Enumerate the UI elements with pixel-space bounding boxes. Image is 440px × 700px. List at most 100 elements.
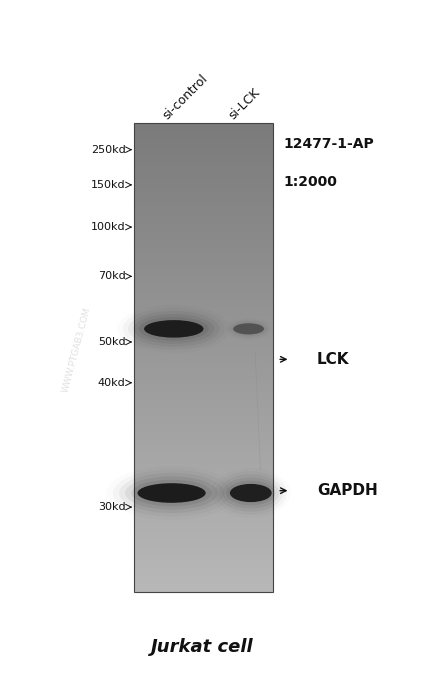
- Bar: [134, 406, 273, 409]
- Text: LCK: LCK: [317, 352, 349, 367]
- Bar: [134, 463, 273, 465]
- Bar: [134, 449, 273, 451]
- Bar: [134, 214, 273, 216]
- Bar: [134, 547, 273, 550]
- Bar: [134, 550, 273, 552]
- Ellipse shape: [233, 323, 264, 335]
- Bar: [134, 444, 273, 446]
- Bar: [134, 209, 273, 211]
- Bar: [134, 413, 273, 416]
- Bar: [134, 284, 273, 287]
- Text: 40kd: 40kd: [98, 378, 125, 388]
- Bar: [134, 521, 273, 524]
- Bar: [134, 364, 273, 366]
- Bar: [134, 232, 273, 235]
- Bar: [134, 348, 273, 350]
- Bar: [134, 542, 273, 545]
- Bar: [134, 369, 273, 371]
- Bar: [134, 573, 273, 575]
- Bar: [134, 261, 273, 263]
- Bar: [134, 303, 273, 305]
- Bar: [134, 545, 273, 547]
- Bar: [134, 561, 273, 564]
- Bar: [134, 148, 273, 150]
- Bar: [134, 249, 273, 251]
- Bar: [134, 456, 273, 458]
- Bar: [134, 566, 273, 568]
- Bar: [134, 528, 273, 531]
- Bar: [134, 388, 273, 390]
- Bar: [134, 144, 273, 146]
- Bar: [134, 153, 273, 155]
- Bar: [134, 134, 273, 136]
- Bar: [134, 582, 273, 584]
- Bar: [134, 190, 273, 192]
- Bar: [134, 512, 273, 514]
- Bar: [134, 432, 273, 435]
- Bar: [134, 392, 273, 395]
- Bar: [134, 193, 273, 195]
- Bar: [134, 507, 273, 510]
- Bar: [134, 409, 273, 411]
- Bar: [134, 287, 273, 289]
- Bar: [134, 381, 273, 383]
- Bar: [134, 446, 273, 449]
- Bar: [134, 317, 273, 319]
- Bar: [134, 418, 273, 420]
- Bar: [134, 531, 273, 533]
- Bar: [134, 538, 273, 540]
- Bar: [134, 237, 273, 239]
- Bar: [134, 195, 273, 197]
- Bar: [134, 500, 273, 503]
- Bar: [134, 341, 273, 343]
- Bar: [134, 251, 273, 254]
- Bar: [134, 296, 273, 298]
- Bar: [134, 552, 273, 554]
- Bar: [134, 211, 273, 214]
- Bar: [134, 200, 273, 202]
- Bar: [134, 315, 273, 317]
- Bar: [134, 460, 273, 463]
- Bar: [134, 176, 273, 178]
- Bar: [134, 536, 273, 538]
- Bar: [134, 230, 273, 232]
- Bar: [134, 345, 273, 348]
- Bar: [134, 197, 273, 200]
- Bar: [134, 355, 273, 357]
- Bar: [134, 186, 273, 188]
- Bar: [134, 225, 273, 228]
- Bar: [134, 411, 273, 413]
- Bar: [134, 319, 273, 322]
- Bar: [134, 378, 273, 381]
- Bar: [134, 268, 273, 270]
- Bar: [134, 570, 273, 573]
- Text: 1:2000: 1:2000: [284, 175, 337, 189]
- Bar: [134, 556, 273, 559]
- Bar: [134, 352, 273, 355]
- Bar: [134, 383, 273, 385]
- Text: GAPDH: GAPDH: [317, 483, 378, 498]
- Bar: [134, 308, 273, 310]
- Bar: [134, 122, 273, 125]
- Bar: [134, 589, 273, 592]
- Bar: [134, 324, 273, 326]
- Bar: [134, 338, 273, 341]
- Bar: [134, 584, 273, 587]
- Bar: [134, 517, 273, 519]
- Ellipse shape: [222, 477, 279, 508]
- Bar: [134, 125, 273, 127]
- Bar: [134, 442, 273, 444]
- Bar: [134, 420, 273, 423]
- Bar: [134, 362, 273, 364]
- Bar: [134, 172, 273, 174]
- Bar: [134, 376, 273, 378]
- Bar: [134, 343, 273, 345]
- Bar: [134, 395, 273, 397]
- Bar: [134, 390, 273, 392]
- Ellipse shape: [138, 483, 206, 503]
- Bar: [134, 162, 273, 164]
- Bar: [134, 254, 273, 256]
- Bar: [134, 425, 273, 427]
- Bar: [134, 310, 273, 312]
- Bar: [134, 357, 273, 359]
